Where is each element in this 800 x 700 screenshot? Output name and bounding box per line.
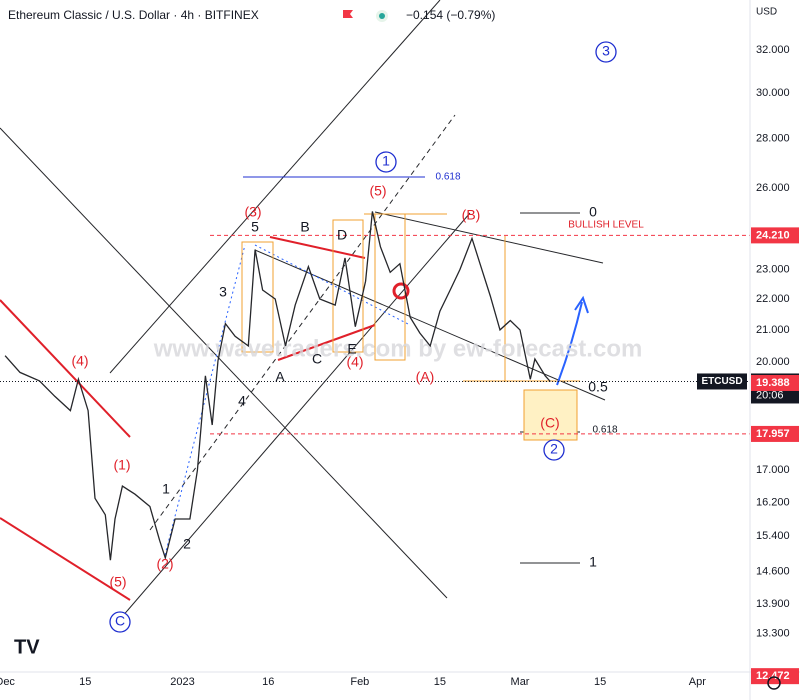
currency: USD <box>756 7 777 18</box>
price-label-box <box>751 374 799 391</box>
red-line <box>0 517 131 601</box>
channel-line <box>114 212 471 626</box>
wave-circle <box>595 41 617 63</box>
wave-label: 1 <box>382 153 390 169</box>
overlay: 32.000 30.000 28.000 26.000 23.000 22.000 21.0… <box>0 44 799 688</box>
wave-label: 2 <box>183 536 191 552</box>
plot-area: www.wavetraders.com by ew-forecast.com(4… <box>0 0 750 633</box>
wave-label: B <box>300 219 309 235</box>
y-tick-label: 23.000 <box>756 263 790 275</box>
symbol-tag: ETCUSD <box>701 376 742 387</box>
arrow-head <box>574 295 589 314</box>
red-circle <box>392 282 410 300</box>
wave-label: A <box>275 369 285 385</box>
price-label: 17.957 <box>756 428 790 440</box>
x-tick-label: 15 <box>434 676 446 688</box>
x-tick-label: 15 <box>594 676 606 688</box>
wave-circle <box>109 611 131 633</box>
watermark: www.wavetraders.com by ew-forecast.com <box>153 335 643 362</box>
price-label: 19.388 <box>756 377 790 389</box>
symbol-tag-box <box>697 373 747 390</box>
wave-label: (2) <box>156 556 173 572</box>
wave-label: 1 <box>589 554 597 570</box>
y-tick-label: 28.000 <box>756 133 790 145</box>
y-tick-label: 32.000 <box>756 44 790 56</box>
wave-label: (4) <box>346 354 363 370</box>
arrow <box>556 301 583 386</box>
wave-label: (C) <box>540 415 559 431</box>
red-line <box>269 236 366 259</box>
wave-label: (3) <box>244 204 261 220</box>
wave-label: 0.618 <box>435 172 460 183</box>
wave-circle <box>543 439 565 461</box>
wave-label: 3 <box>219 284 227 300</box>
logo: TV <box>14 636 40 658</box>
wave-label: BULLISH LEVEL <box>568 220 644 231</box>
target-box <box>523 389 578 441</box>
wave-label: 5 <box>251 219 259 235</box>
wave-label: (5) <box>109 574 126 590</box>
channel-line <box>109 0 441 374</box>
channel-line <box>149 114 456 531</box>
x-tick-label: 15 <box>79 676 91 688</box>
price-label: 24.210 <box>756 229 790 241</box>
trend-line <box>374 211 604 264</box>
wave-label: (A) <box>416 369 435 385</box>
wave-label: (B) <box>462 207 481 223</box>
wave-label: E <box>347 341 356 357</box>
wave-label: 0.5 <box>588 379 608 395</box>
wave-label: (4) <box>71 353 88 369</box>
y-tick-label: 13.300 <box>756 627 790 639</box>
y-tick-label: 17.000 <box>756 464 790 476</box>
trend-line <box>0 127 448 599</box>
x-tick-label: Mar <box>511 676 530 688</box>
y-tick-label: 13.900 <box>756 598 790 610</box>
dynamic-layer: www.wavetraders.com by ew-forecast.com(4… <box>0 41 750 633</box>
countdown: 20:06 <box>756 389 784 401</box>
dotted-line <box>254 244 411 326</box>
price-label-box <box>751 227 799 244</box>
price-change: −0.154 (−0.79%) <box>406 8 495 22</box>
wave-label: 0.618 <box>592 425 617 436</box>
wave-label: 0 <box>589 204 597 220</box>
wave-label: 4 <box>238 393 246 409</box>
wave-label: 1 <box>162 481 170 497</box>
wave-label: 2 <box>550 441 558 457</box>
price-line-series <box>4 211 551 561</box>
wave-label: C <box>115 613 125 629</box>
flag-icon <box>343 10 353 18</box>
y-tick-label: 21.000 <box>756 324 790 336</box>
y-tick-label: 20.000 <box>756 356 790 368</box>
wave-label: (1) <box>113 457 130 473</box>
dotted-line <box>164 244 246 556</box>
x-tick-label: 2023 <box>170 676 194 688</box>
x-tick-label: Feb <box>350 676 369 688</box>
red-line <box>277 324 376 361</box>
price-label-box <box>751 425 799 442</box>
wave-label: C <box>312 351 322 367</box>
wave-label: 3 <box>602 43 610 59</box>
price-label-box <box>751 668 799 685</box>
y-tick-label: 15.400 <box>756 530 790 542</box>
red-line <box>0 299 131 438</box>
wave-label: D <box>337 227 347 243</box>
wave-label: (5) <box>369 183 386 199</box>
settings-icon[interactable] <box>767 676 781 690</box>
y-tick-label: 30.000 <box>756 87 790 99</box>
y-tick-label: 26.000 <box>756 182 790 194</box>
y-tick-label: 16.200 <box>756 496 790 508</box>
x-tick-label: 16 <box>262 676 274 688</box>
status-dot <box>379 13 385 19</box>
chart-title: Ethereum Classic / U.S. Dollar · 4h · BI… <box>8 8 259 22</box>
x-tick-label: Apr <box>689 676 706 688</box>
wave-circle <box>375 151 397 173</box>
price-label: 12.472 <box>756 670 790 682</box>
x-tick-label: Dec <box>0 676 15 688</box>
y-tick-label: 22.000 <box>756 293 790 305</box>
y-tick-label: 14.600 <box>756 565 790 577</box>
